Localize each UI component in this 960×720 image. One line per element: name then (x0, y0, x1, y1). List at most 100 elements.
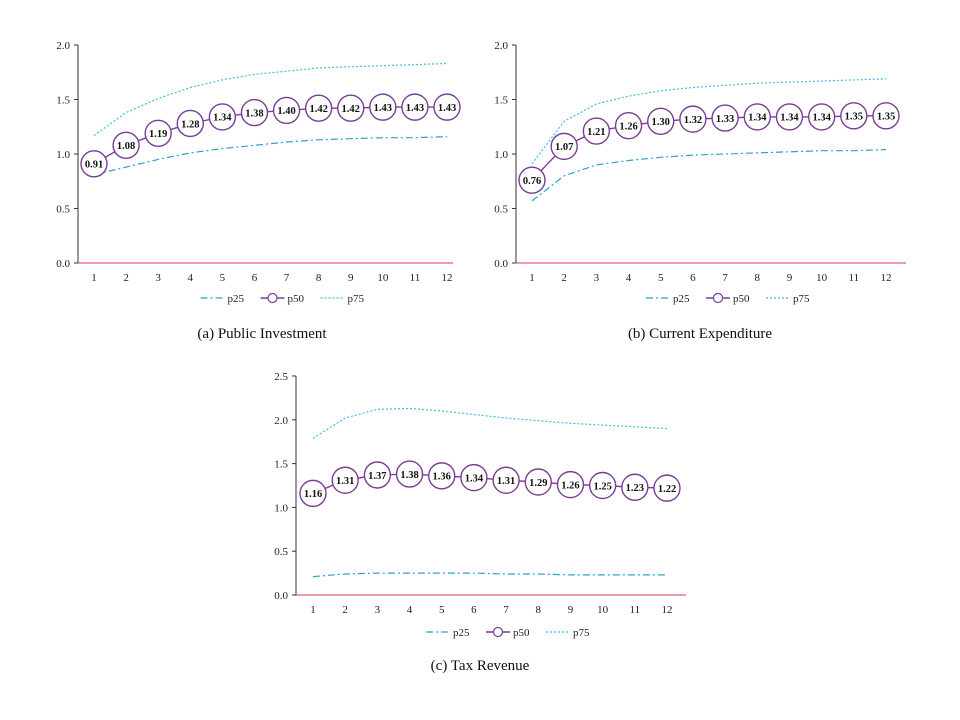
x-tick-label: 2 (561, 272, 567, 284)
data-point-p50 (647, 107, 675, 136)
data-point-p50 (524, 468, 552, 496)
x-tick-label: 10 (377, 272, 389, 284)
data-point-p50 (614, 111, 643, 140)
x-tick-label: 12 (881, 272, 892, 284)
data-label-p50: 1.30 (652, 117, 670, 128)
data-point-p50 (401, 93, 429, 121)
data-point-p50 (621, 473, 649, 501)
panel-caption: (b) Current Expenditure (628, 326, 772, 342)
x-tick-label: 11 (849, 272, 860, 284)
x-tick-label: 3 (594, 272, 600, 284)
y-tick-label: 2.0 (56, 40, 70, 52)
data-label-p50: 1.43 (438, 103, 456, 114)
series-line-p25 (312, 572, 667, 578)
data-point-p50 (144, 119, 172, 147)
data-label-p50: 1.21 (587, 127, 605, 138)
data-label-p50: 1.23 (626, 483, 644, 494)
legend-label-p50: p50 (288, 293, 305, 305)
legend-label-p75: p75 (348, 293, 365, 305)
data-point-p50 (556, 470, 585, 499)
y-tick-label: 2.0 (274, 415, 288, 427)
x-tick-label: 6 (252, 272, 258, 284)
legend-label-p25: p25 (228, 293, 245, 305)
data-label-p50: 1.34 (780, 113, 799, 124)
y-tick-label: 1.0 (274, 502, 288, 514)
x-tick-label: 5 (658, 272, 664, 284)
data-label-p50: 1.29 (529, 478, 547, 489)
series-line-p25 (531, 149, 887, 202)
x-tick-label: 10 (816, 272, 828, 284)
x-tick-label: 11 (630, 604, 641, 616)
y-tick-label: 0.0 (274, 590, 288, 602)
data-point-p50 (711, 104, 739, 132)
data-label-p50: 1.42 (309, 104, 327, 115)
series-line-p75 (312, 407, 668, 439)
data-label-p50: 1.38 (400, 470, 418, 481)
data-point-p50 (807, 103, 836, 131)
x-tick-label: 6 (690, 272, 696, 284)
legend-marker-p50 (492, 626, 504, 638)
data-label-p50: 1.42 (342, 104, 360, 115)
data-point-p50 (872, 102, 900, 130)
legend-label-p50: p50 (733, 293, 750, 305)
data-label-p50: 1.40 (277, 106, 295, 117)
data-label-p50: 1.33 (716, 114, 734, 125)
legend-label-p75: p75 (793, 293, 810, 305)
data-label-p50: 1.31 (336, 476, 354, 487)
data-point-p50 (518, 166, 546, 194)
x-tick-label: 7 (503, 604, 509, 616)
data-label-p50: 1.25 (593, 481, 611, 492)
data-point-p50 (653, 474, 681, 502)
data-point-p50 (272, 96, 301, 125)
x-tick-label: 5 (220, 272, 226, 284)
x-tick-label: 9 (787, 272, 793, 284)
legend-label-p25: p25 (673, 293, 690, 305)
data-point-p50 (363, 461, 392, 489)
data-label-p50: 1.26 (619, 121, 637, 132)
y-tick-label: 1.5 (274, 459, 288, 471)
x-tick-label: 8 (536, 604, 542, 616)
x-tick-label: 2 (342, 604, 348, 616)
chart-panel-3: 0.00.51.01.52.02.51 2 3 4 5 6 7 8 9 10 11 121.161.3… (274, 371, 686, 674)
x-tick-label: 1 (310, 604, 316, 616)
data-label-p50: 1.08 (117, 141, 135, 152)
data-label-p50: 1.34 (465, 473, 484, 484)
x-tick-label: 3 (155, 272, 161, 284)
data-point-p50 (775, 103, 804, 131)
data-label-p50: 1.34 (213, 113, 232, 124)
x-tick-label: 7 (722, 272, 728, 284)
data-point-p50 (112, 131, 140, 159)
data-label-p50: 1.38 (245, 108, 263, 119)
x-tick-label: 8 (316, 272, 322, 284)
data-label-p50: 1.43 (374, 103, 392, 114)
data-point-p50 (550, 132, 578, 161)
x-tick-label: 11 (410, 272, 421, 284)
data-label-p50: 1.36 (433, 472, 451, 483)
legend-label-p75: p75 (573, 627, 590, 639)
data-label-p50: 1.16 (304, 489, 322, 500)
data-label-p50: 1.37 (368, 471, 386, 482)
data-label-p50: 1.28 (181, 119, 199, 130)
data-label-p50: 1.34 (812, 113, 831, 124)
y-tick-label: 2.0 (494, 40, 508, 52)
data-label-p50: 0.91 (85, 160, 103, 171)
data-point-p50 (208, 103, 237, 131)
x-tick-label: 6 (471, 604, 477, 616)
panel-caption: (a) Public Investment (197, 326, 327, 342)
panel-caption: (c) Tax Revenue (431, 658, 530, 674)
data-point-p50 (582, 117, 611, 145)
x-tick-label: 2 (123, 272, 129, 284)
legend: p25 p50 p75 (426, 626, 590, 639)
data-point-p50 (176, 109, 204, 138)
data-point-p50 (492, 466, 520, 494)
series-line-p75 (93, 62, 448, 136)
legend-label-p25: p25 (453, 627, 470, 639)
y-tick-label: 0.5 (494, 204, 508, 216)
y-tick-label: 1.5 (494, 95, 508, 107)
x-tick-label: 5 (439, 604, 445, 616)
data-label-p50: 1.07 (555, 142, 573, 153)
data-point-p50 (428, 462, 456, 490)
data-label-p50: 1.19 (149, 129, 167, 140)
data-point-p50 (395, 460, 424, 488)
